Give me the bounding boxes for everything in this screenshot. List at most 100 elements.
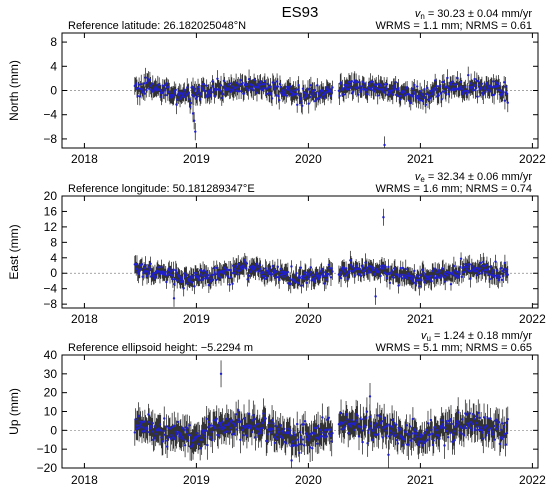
data-point <box>446 422 449 425</box>
data-point <box>258 83 262 86</box>
data-point <box>403 438 406 441</box>
data-point <box>331 270 334 273</box>
data-point <box>183 444 187 447</box>
data-point <box>492 80 495 83</box>
data-point <box>426 422 430 425</box>
data-point <box>474 415 478 418</box>
data-point <box>147 272 150 275</box>
data-point <box>231 282 234 285</box>
data-point <box>500 428 503 432</box>
data-point <box>344 267 348 270</box>
data-point <box>262 419 266 422</box>
data-point <box>427 94 430 97</box>
data-point <box>460 275 463 279</box>
data-point <box>446 76 449 80</box>
data-point <box>270 97 274 100</box>
data-point <box>319 434 323 438</box>
data-point <box>178 277 182 281</box>
data-point <box>266 433 269 436</box>
velocity-value: = 32.34 ± 0.06 mm/yr <box>425 171 533 183</box>
data-point <box>402 443 405 447</box>
data-point <box>229 426 233 430</box>
data-point <box>280 436 284 440</box>
data-point <box>368 415 371 418</box>
data-point <box>188 278 191 281</box>
data-point <box>459 257 463 260</box>
data-point <box>339 421 342 424</box>
data-point <box>434 88 438 91</box>
data-point <box>382 416 386 420</box>
data-point <box>375 422 378 425</box>
data-point <box>342 93 346 96</box>
data-point <box>341 87 344 90</box>
data-point <box>306 277 310 280</box>
data-point <box>497 274 501 277</box>
data-point <box>505 431 509 435</box>
data-point <box>262 271 265 275</box>
data-point <box>142 90 145 93</box>
data-point <box>277 95 280 98</box>
data-point <box>467 73 470 77</box>
data-point <box>365 266 369 270</box>
data-point <box>160 95 163 99</box>
data-point <box>220 96 223 100</box>
data-point <box>290 443 294 447</box>
data-point <box>421 93 424 97</box>
data-point <box>305 281 308 285</box>
data-point <box>502 435 505 439</box>
data-point <box>395 438 399 442</box>
data-point <box>298 274 301 278</box>
data-point <box>235 428 239 431</box>
data-point <box>280 270 284 273</box>
data-point <box>451 433 455 436</box>
data-point <box>144 76 147 79</box>
data-point <box>415 432 418 435</box>
data-point <box>394 80 397 84</box>
data-point <box>230 85 234 88</box>
data-point <box>482 416 486 419</box>
data-point <box>234 81 238 84</box>
data-point <box>487 85 490 88</box>
data-point <box>218 426 221 429</box>
data-point <box>219 89 222 92</box>
data-point <box>186 427 189 430</box>
data-point <box>232 432 236 435</box>
data-point <box>324 428 328 432</box>
data-point <box>456 76 459 80</box>
data-point <box>387 273 391 276</box>
data-point <box>216 434 220 437</box>
data-point <box>452 264 456 268</box>
data-point <box>300 101 303 104</box>
data-point <box>502 274 505 278</box>
data-point <box>380 84 383 88</box>
data-point <box>172 297 176 300</box>
data-point <box>151 422 154 425</box>
data-point <box>472 83 476 87</box>
data-point <box>201 88 204 91</box>
data-point <box>490 85 494 89</box>
data-point <box>360 87 364 91</box>
data-point <box>464 268 468 271</box>
data-point <box>246 424 249 427</box>
data-point <box>133 431 136 434</box>
data-point <box>187 433 190 437</box>
data-point <box>479 426 483 429</box>
data-point <box>411 417 415 421</box>
y-tick-label: −8 <box>43 297 57 311</box>
data-point <box>423 96 427 100</box>
data-point <box>393 422 396 425</box>
data-point <box>477 271 480 275</box>
data-point <box>482 437 485 440</box>
data-point <box>185 430 188 434</box>
velocity-subscript: u <box>426 334 430 343</box>
data-point <box>142 426 145 429</box>
data-point <box>296 103 299 106</box>
data-point <box>150 275 153 278</box>
x-tick-label: 2020 <box>295 473 322 487</box>
data-point <box>387 265 390 269</box>
data-point <box>272 422 275 425</box>
data-point <box>328 87 331 91</box>
data-point <box>214 273 217 276</box>
data-point <box>365 410 369 413</box>
data-point <box>230 271 234 275</box>
